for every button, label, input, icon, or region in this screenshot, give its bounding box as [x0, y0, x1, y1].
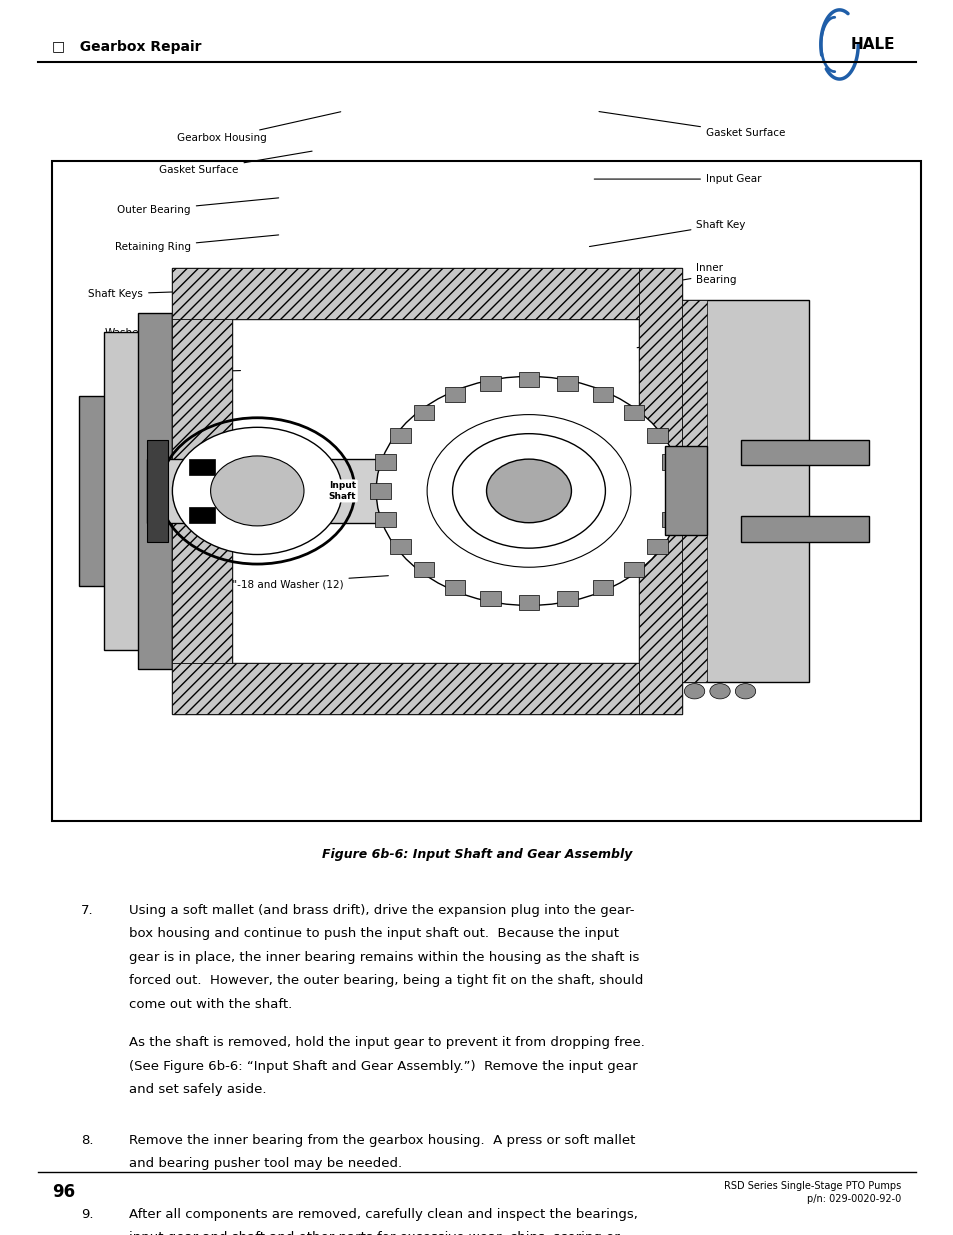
Bar	[172, 663, 639, 714]
Bar	[740, 440, 868, 466]
Text: 7.: 7.	[81, 904, 93, 918]
Bar	[147, 440, 168, 542]
Text: Remove the inner bearing from the gearbox housing.  A press or soft mallet: Remove the inner bearing from the gearbo…	[129, 1134, 635, 1147]
Bar	[661, 513, 682, 527]
Circle shape	[452, 433, 605, 548]
Text: (See Figure 6b-6: “Input Shaft and Gear Assembly.”)  Remove the input gear: (See Figure 6b-6: “Input Shaft and Gear …	[129, 1060, 637, 1073]
Text: Oil Seal: Oil Seal	[98, 501, 183, 519]
Text: As the shaft is removed, hold the input gear to prevent it from dropping free.: As the shaft is removed, hold the input …	[129, 1036, 644, 1050]
Bar	[79, 395, 147, 587]
Text: box housing and continue to push the input shaft out.  Because the input: box housing and continue to push the inp…	[129, 927, 618, 941]
Text: Input
Shaft: Input Shaft	[328, 482, 355, 500]
Bar	[480, 375, 500, 391]
Text: input gear and shaft and other parts for excessive wear, chips, scoring or: input gear and shaft and other parts for…	[129, 1231, 618, 1235]
Bar	[639, 268, 681, 714]
Circle shape	[211, 456, 304, 526]
Bar	[647, 427, 667, 443]
Text: Retaining Ring: Retaining Ring	[114, 235, 278, 252]
Bar	[172, 268, 639, 319]
Text: Cooling Tube: Cooling Tube	[679, 500, 772, 520]
Text: Shaft Keys: Shaft Keys	[88, 289, 221, 299]
Text: Gasket Surface: Gasket Surface	[159, 151, 312, 175]
Bar	[593, 387, 613, 403]
Circle shape	[375, 377, 681, 605]
Text: Washer: Washer	[104, 329, 221, 338]
Bar	[647, 538, 667, 555]
Bar	[147, 459, 681, 522]
Text: Outer Bearing: Outer Bearing	[117, 198, 278, 215]
Bar	[518, 594, 538, 610]
Bar	[623, 405, 643, 420]
Circle shape	[486, 459, 571, 522]
Bar	[444, 387, 464, 403]
Bar	[557, 375, 577, 391]
Text: Expansion Plug: Expansion Plug	[637, 322, 780, 348]
Text: HALE: HALE	[850, 37, 895, 52]
Text: □   Gearbox Repair: □ Gearbox Repair	[52, 40, 202, 54]
Bar	[189, 506, 214, 522]
Bar	[172, 268, 639, 319]
Circle shape	[735, 684, 755, 699]
Bar	[740, 516, 868, 542]
Text: RSD Series Single-Stage PTO Pumps: RSD Series Single-Stage PTO Pumps	[723, 1181, 901, 1191]
Text: Gearbox Housing: Gearbox Housing	[177, 111, 340, 143]
Text: Screw, 5/16"-18 and Washer (12): Screw, 5/16"-18 and Washer (12)	[171, 576, 388, 589]
Text: Using a soft mallet (and brass drift), drive the expansion plug into the gear-: Using a soft mallet (and brass drift), d…	[129, 904, 634, 918]
Text: and set safely aside.: and set safely aside.	[129, 1083, 266, 1097]
Bar	[414, 562, 434, 577]
Bar	[667, 483, 687, 499]
Text: gear is in place, the inner bearing remains within the housing as the shaft is: gear is in place, the inner bearing rema…	[129, 951, 639, 965]
Text: p/n: 029-0020-92-0: p/n: 029-0020-92-0	[806, 1194, 901, 1204]
Text: Input Gear: Input Gear	[594, 174, 760, 184]
Bar	[151, 450, 164, 532]
Bar	[375, 513, 395, 527]
Text: come out with the shaft.: come out with the shaft.	[129, 998, 292, 1011]
Bar	[172, 663, 639, 714]
Text: Gasket Surface: Gasket Surface	[598, 111, 784, 138]
Bar	[664, 446, 706, 536]
Circle shape	[709, 684, 729, 699]
Bar	[390, 538, 410, 555]
Text: Inner
Bearing: Inner Bearing	[603, 263, 736, 294]
FancyBboxPatch shape	[52, 161, 920, 821]
Text: 96: 96	[52, 1183, 75, 1200]
Bar	[661, 454, 682, 469]
Text: forced out.  However, the outer bearing, being a tight fit on the shaft, should: forced out. However, the outer bearing, …	[129, 974, 642, 988]
Bar	[370, 483, 390, 499]
Bar	[375, 454, 395, 469]
Bar	[480, 590, 500, 606]
Text: 8.: 8.	[81, 1134, 93, 1147]
Circle shape	[172, 427, 342, 555]
Bar	[681, 300, 808, 682]
Bar	[172, 319, 232, 663]
Bar	[681, 300, 706, 682]
Bar	[138, 312, 172, 669]
Text: Cover Plate: Cover Plate	[632, 558, 737, 573]
Bar	[105, 332, 147, 650]
Bar	[518, 372, 538, 388]
Text: Companion
Flange: Companion Flange	[79, 415, 193, 437]
Bar	[557, 590, 577, 606]
Text: Screw, 5/8"-11: Screw, 5/8"-11	[114, 368, 240, 378]
Bar	[414, 405, 434, 420]
Text: After all components are removed, carefully clean and inspect the bearings,: After all components are removed, carefu…	[129, 1208, 637, 1221]
Bar	[189, 459, 214, 475]
Text: Shaft Key: Shaft Key	[589, 220, 745, 247]
Bar	[444, 579, 464, 595]
Text: and bearing pusher tool may be needed.: and bearing pusher tool may be needed.	[129, 1157, 401, 1171]
Bar	[639, 268, 681, 714]
Text: Figure 6b-6: Input Shaft and Gear Assembly: Figure 6b-6: Input Shaft and Gear Assemb…	[321, 848, 632, 861]
Bar	[172, 319, 232, 663]
Circle shape	[683, 684, 704, 699]
Bar	[390, 427, 410, 443]
Bar	[623, 562, 643, 577]
Text: 9.: 9.	[81, 1208, 93, 1221]
Bar	[593, 579, 613, 595]
